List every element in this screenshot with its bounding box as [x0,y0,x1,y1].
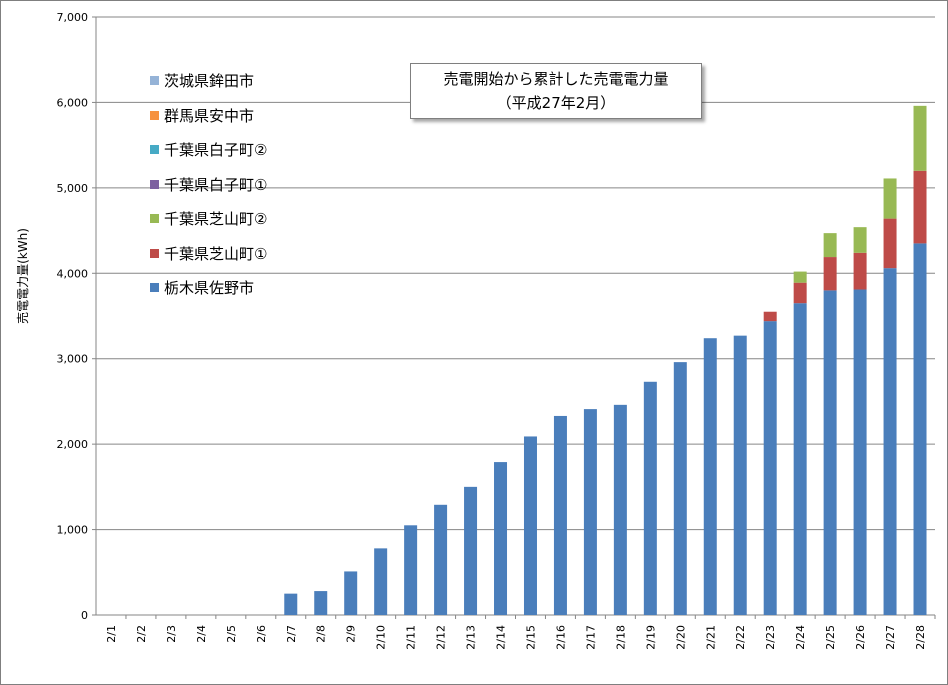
bar-segment [793,303,807,615]
x-tick-label: 2/8 [315,625,328,643]
bar-segment [673,362,687,615]
legend-item: 千葉県芝山町② [150,208,330,243]
x-tick-label: 2/13 [465,625,478,650]
legend-item: 茨城県鉾田市 [150,70,330,105]
legend-label: 群馬県安中市 [164,106,255,125]
legend-label: 千葉県白子町① [164,175,268,194]
bar-segment [823,290,837,615]
bar-segment [763,311,777,322]
bar-segment [853,252,867,290]
bar-segment [853,227,867,253]
bar-segment [344,571,358,615]
legend-label: 栃木県佐野市 [164,279,255,297]
x-tick-label: 2/22 [734,625,747,650]
bar-segment [404,525,418,615]
x-tick-label: 2/5 [225,625,238,643]
bar-segment [464,486,478,615]
bar-segment [703,338,717,615]
bar-segment [523,436,537,615]
legend-item: 群馬県安中市 [150,105,330,140]
legend-label: 茨城県鉾田市 [164,72,255,90]
bar-segment [763,321,777,615]
bar-segment [374,548,388,615]
y-tick-label: 3,000 [57,353,89,366]
chart-subtitle: （平成27年2月） [496,94,616,112]
x-tick-label: 2/9 [345,625,358,643]
bar-segment [284,593,298,615]
x-tick-label: 2/26 [854,625,867,650]
bar-segment [883,178,897,219]
legend-swatch [150,248,159,258]
legend-item: 栃木県佐野市 [150,277,330,312]
bar-segment [613,404,627,615]
x-tick-label: 2/12 [435,625,448,650]
legend-swatch [150,145,159,154]
y-tick-label: 7,000 [57,11,89,24]
y-tick-label: 5,000 [57,182,89,195]
bar-segment [314,591,328,615]
legend-label: 千葉県芝山町① [164,244,268,263]
x-tick-label: 2/18 [614,625,627,650]
legend-label: 千葉県白子町② [164,141,268,159]
chart-title-box: 売電開始から累計した売電電力量 （平成27年2月） [410,63,702,119]
bar-segment [883,268,897,615]
y-tick-label: 0 [81,609,88,622]
x-tick-label: 2/1 [105,625,118,643]
bar-segment [793,271,807,283]
bar-segment [494,462,508,615]
x-tick-label: 2/11 [405,625,418,650]
legend-swatch [150,76,159,85]
x-tick-label: 2/16 [554,625,567,650]
bar-segment [793,282,807,304]
x-tick-label: 2/20 [674,625,687,650]
x-tick-label: 2/4 [195,625,208,643]
x-tick-label: 2/24 [794,625,807,650]
bar-segment [853,289,867,615]
x-tick-label: 2/21 [704,625,717,650]
chart-title: 売電開始から累計した売電電力量 [443,70,669,88]
legend-label: 千葉県芝山町② [164,210,268,228]
y-tick-label: 1,000 [57,524,89,537]
legend-item: 千葉県白子町② [150,139,330,174]
x-tick-label: 2/28 [914,625,927,650]
legend-swatch [150,110,159,120]
x-tick-label: 2/10 [375,625,388,650]
legend: 茨城県鉾田市 群馬県安中市 千葉県白子町② 千葉県白子町① 千葉県芝山町② 千葉県芝山町①… [150,70,330,312]
y-axis-label: 売電電力量(kWh) [15,228,30,324]
x-tick-label: 2/14 [495,625,508,650]
bar-segment [883,218,897,269]
legend-swatch [150,283,159,292]
bar-segment [913,243,927,615]
bar-segment [913,170,927,244]
bar-segment [913,105,927,171]
bar-segment [823,257,837,291]
bar-segment [553,415,567,615]
x-tick-label: 2/6 [255,625,268,643]
x-tick-label: 2/2 [135,625,148,643]
legend-swatch [150,179,159,189]
y-tick-label: 2,000 [57,438,89,451]
x-tick-label: 2/27 [884,625,897,650]
y-axis-ticks: 0 1,000 2,000 3,000 4,000 5,000 6,000 7,000 [57,11,96,622]
bar-series [284,105,927,615]
legend-swatch [150,214,159,223]
x-tick-label: 2/7 [285,625,298,643]
x-tick-label: 2/19 [644,625,657,650]
bar-segment [583,409,597,615]
x-tick-label: 2/15 [524,625,537,650]
y-tick-label: 6,000 [57,96,89,109]
bar-segment [733,335,747,615]
x-tick-label: 2/17 [584,625,597,650]
x-tick-label: 2/3 [165,625,178,643]
bar-segment [434,504,448,615]
bar-segment [643,381,657,615]
legend-item: 千葉県白子町① [150,174,330,209]
x-tick-label: 2/25 [824,625,837,650]
y-tick-label: 4,000 [57,267,89,280]
bar-segment [823,233,837,258]
legend-item: 千葉県芝山町① [150,243,330,278]
x-axis-ticks: 2/1 2/2 2/3 2/4 2/5 2/6 2/7 2/8 2/9 2/10 2/11 2/12 2… [105,615,936,650]
x-tick-label: 2/23 [764,625,777,650]
